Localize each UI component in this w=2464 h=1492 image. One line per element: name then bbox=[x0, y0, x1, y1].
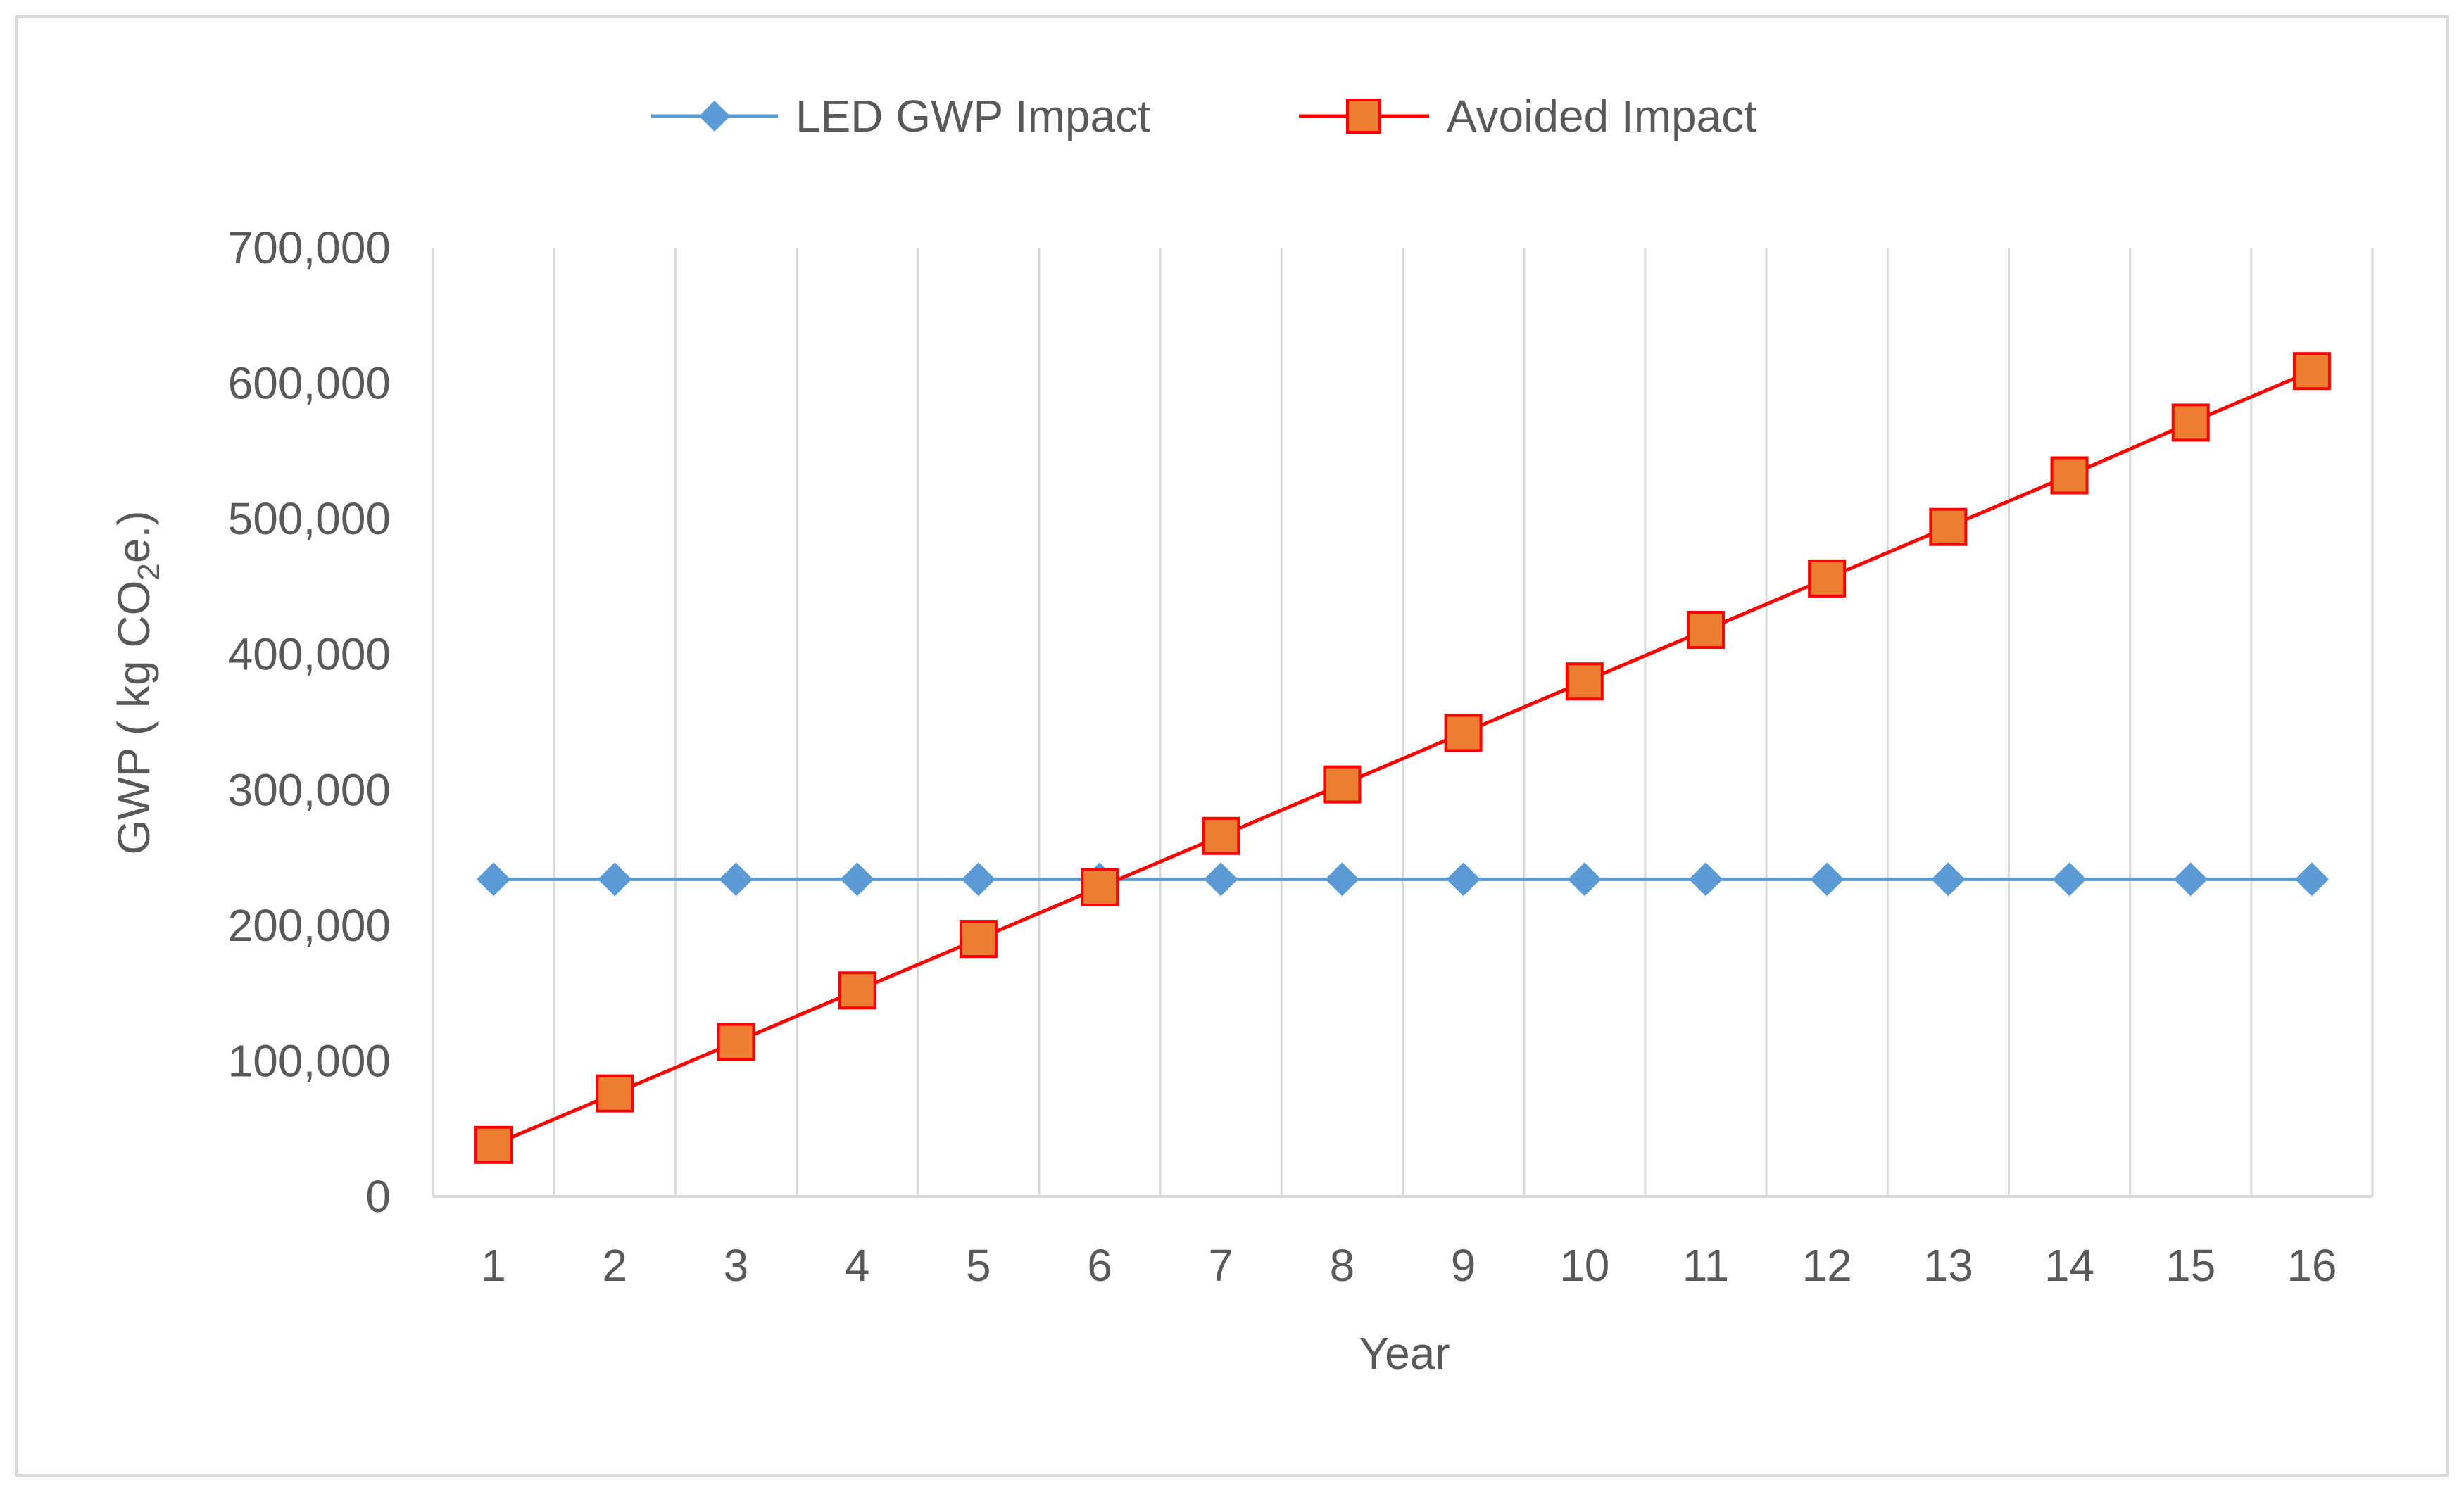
x-axis-tick-labels: 1 2 3 4 5 6 7 8 9 10 11 12 13 14 15 16 bbox=[481, 1240, 2337, 1291]
data-point-square bbox=[838, 971, 876, 1010]
data-point-square bbox=[1081, 868, 1119, 906]
legend-diamond-icon bbox=[699, 101, 730, 132]
data-point-diamond bbox=[598, 862, 632, 897]
data-point-diamond bbox=[1446, 862, 1481, 897]
legend-label-avoided: Avoided Impact bbox=[1447, 91, 1756, 141]
x-tick-label: 12 bbox=[1802, 1240, 1852, 1291]
data-point-diamond bbox=[1931, 862, 1966, 897]
legend-square-icon bbox=[1346, 99, 1381, 134]
data-point-square bbox=[1808, 559, 1847, 598]
y-tick-label: 500,000 bbox=[228, 493, 391, 544]
data-point-square bbox=[1929, 507, 1968, 546]
x-tick-label: 4 bbox=[845, 1240, 870, 1291]
y-tick-label: 100,000 bbox=[228, 1035, 391, 1086]
data-point-square bbox=[596, 1074, 634, 1113]
x-tick-label: 7 bbox=[1208, 1240, 1233, 1291]
data-point-square bbox=[1444, 714, 1483, 752]
x-tick-label: 16 bbox=[2287, 1240, 2337, 1291]
series-layer bbox=[474, 352, 2331, 1164]
data-point-square bbox=[1686, 611, 1725, 650]
y-tick-label: 200,000 bbox=[228, 900, 391, 951]
data-point-diamond bbox=[1325, 862, 1359, 897]
x-tick-label: 9 bbox=[1451, 1240, 1476, 1291]
y-tick-label: 600,000 bbox=[228, 358, 391, 409]
y-tick-label: 0 bbox=[365, 1171, 391, 1222]
data-point-diamond bbox=[2173, 862, 2208, 897]
data-point-diamond bbox=[840, 862, 874, 897]
data-point-square bbox=[2292, 352, 2331, 391]
data-point-diamond bbox=[1204, 862, 1238, 897]
y-axis-tick-labels: 0 100,000 200,000 300,000 400,000 500,000 600,… bbox=[228, 222, 391, 1222]
chart-border bbox=[15, 15, 2449, 1477]
x-tick-label: 11 bbox=[1683, 1240, 1729, 1291]
data-point-diamond bbox=[1567, 862, 1602, 897]
legend-item-led-gwp-impact: LED GWP Impact bbox=[651, 91, 1150, 141]
y-axis-title-prefix: GWP ( kg CO bbox=[108, 581, 159, 855]
data-point-square bbox=[717, 1023, 755, 1061]
data-point-diamond bbox=[477, 862, 511, 897]
y-axis-title: GWP ( kg CO2e.) bbox=[108, 510, 166, 854]
x-tick-label: 15 bbox=[2166, 1240, 2215, 1291]
data-point-square bbox=[959, 920, 998, 959]
y-axis-title-subscript: 2 bbox=[132, 563, 166, 580]
data-point-diamond bbox=[2052, 862, 2087, 897]
data-point-square bbox=[2050, 456, 2089, 495]
series-line bbox=[493, 369, 2313, 1147]
data-point-diamond bbox=[719, 862, 753, 897]
data-point-diamond bbox=[2294, 862, 2329, 897]
data-point-diamond bbox=[961, 862, 995, 897]
series-avoided-impact bbox=[474, 352, 2331, 1164]
data-point-square bbox=[2171, 403, 2210, 442]
data-point-square bbox=[1202, 816, 1240, 855]
data-point-diamond bbox=[1810, 862, 1844, 897]
y-tick-label: 400,000 bbox=[228, 629, 391, 680]
x-tick-label: 6 bbox=[1087, 1240, 1112, 1291]
data-point-diamond bbox=[1688, 862, 1723, 897]
y-tick-label: 300,000 bbox=[228, 764, 391, 815]
x-tick-label: 1 bbox=[481, 1240, 506, 1291]
legend-item-avoided-impact: Avoided Impact bbox=[1299, 91, 1756, 141]
x-tick-label: 2 bbox=[602, 1240, 627, 1291]
y-tick-label: 700,000 bbox=[228, 222, 391, 273]
data-point-square bbox=[474, 1125, 513, 1164]
legend-label-led: LED GWP Impact bbox=[796, 91, 1150, 141]
legend: LED GWP Impact Avoided Impact bbox=[651, 91, 1756, 141]
data-point-square bbox=[1565, 662, 1604, 701]
x-tick-label: 8 bbox=[1330, 1240, 1355, 1291]
x-tick-label: 13 bbox=[1923, 1240, 1973, 1291]
data-point-square bbox=[1323, 765, 1362, 804]
x-tick-label: 14 bbox=[2044, 1240, 2094, 1291]
gridlines bbox=[432, 248, 2374, 1196]
y-axis-title-suffix: e.) bbox=[108, 510, 159, 563]
x-tick-label: 3 bbox=[724, 1240, 749, 1291]
x-axis-title: Year bbox=[1359, 1328, 1450, 1379]
x-tick-label: 10 bbox=[1559, 1240, 1609, 1291]
x-tick-label: 5 bbox=[966, 1240, 991, 1291]
